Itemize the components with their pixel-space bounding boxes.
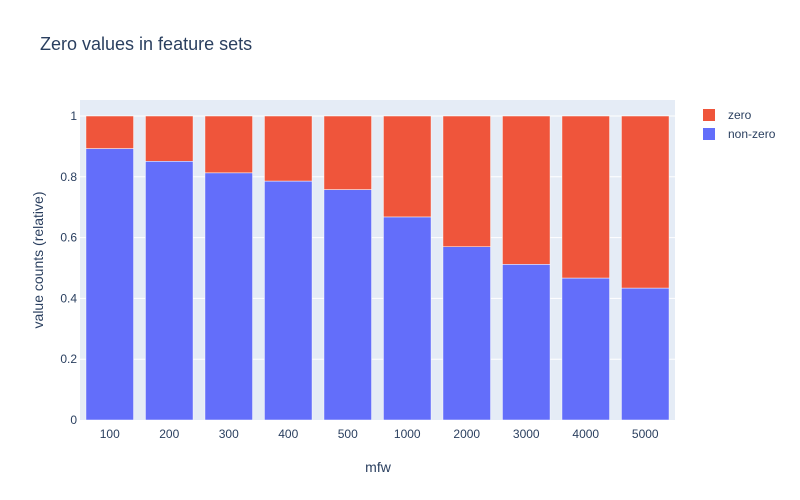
bar-zero-3000[interactable] — [502, 115, 551, 265]
bar-zero-1000[interactable] — [383, 115, 432, 218]
x-axis-ticks: 100 200 300 400 500 1000 2000 3000 4000 5000 — [100, 427, 659, 441]
x-tick-label: 1000 — [394, 427, 421, 441]
bar-non-zero-3000[interactable] — [502, 264, 551, 421]
legend-label: zero — [728, 108, 752, 122]
bar-non-zero-400[interactable] — [264, 180, 313, 421]
x-tick-label: 4000 — [572, 427, 599, 441]
y-tick-label: 1 — [70, 109, 77, 123]
x-tick-label: 5000 — [632, 427, 659, 441]
bar-zero-2000[interactable] — [442, 115, 491, 247]
bar-zero-500[interactable] — [323, 115, 372, 190]
bar-zero-300[interactable] — [204, 115, 253, 174]
x-axis-title: mfw — [365, 459, 392, 475]
x-tick-label: 300 — [219, 427, 239, 441]
bar-non-zero-4000[interactable] — [561, 277, 610, 421]
legend-swatch — [703, 128, 715, 140]
bar-non-zero-1000[interactable] — [383, 216, 432, 421]
bar-zero-100[interactable] — [85, 115, 134, 149]
y-axis-title: value counts (relative) — [30, 192, 46, 329]
bar-zero-5000[interactable] — [621, 115, 670, 289]
y-tick-label: 0.2 — [60, 352, 77, 366]
x-tick-label: 400 — [278, 427, 298, 441]
y-tick-label: 0.8 — [60, 170, 77, 184]
y-tick-label: 0.4 — [60, 291, 77, 305]
legend-swatch — [703, 109, 715, 121]
bars — [85, 115, 670, 421]
y-axis-ticks: 0 0.2 0.4 0.6 0.8 1 — [60, 109, 77, 427]
bar-zero-4000[interactable] — [561, 115, 610, 279]
bar-zero-200[interactable] — [145, 115, 194, 162]
bar-non-zero-200[interactable] — [145, 161, 194, 421]
bar-non-zero-2000[interactable] — [442, 246, 491, 421]
bar-non-zero-500[interactable] — [323, 189, 372, 421]
bar-zero-400[interactable] — [264, 115, 313, 182]
legend[interactable]: zero non-zero — [703, 108, 776, 141]
legend-label: non-zero — [728, 127, 776, 141]
bar-non-zero-300[interactable] — [204, 172, 253, 421]
bar-non-zero-5000[interactable] — [621, 287, 670, 421]
legend-item-zero[interactable]: zero — [703, 108, 752, 122]
x-tick-label: 3000 — [513, 427, 540, 441]
x-tick-label: 200 — [159, 427, 179, 441]
x-tick-label: 500 — [338, 427, 358, 441]
chart-title: Zero values in feature sets — [40, 34, 252, 54]
legend-item-non-zero[interactable]: non-zero — [703, 127, 776, 141]
x-tick-label: 2000 — [453, 427, 480, 441]
x-tick-label: 100 — [100, 427, 120, 441]
y-tick-label: 0.6 — [60, 231, 77, 245]
bar-non-zero-100[interactable] — [85, 148, 134, 421]
y-tick-label: 0 — [70, 413, 77, 427]
